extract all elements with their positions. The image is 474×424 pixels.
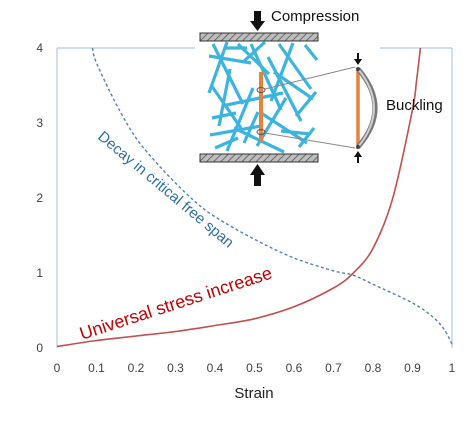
buckling-arrow-bottom (354, 151, 362, 163)
x-tick-label: 0.8 (365, 361, 382, 375)
bottom-platen (199, 153, 319, 163)
connector-line-bottom (264, 132, 356, 149)
x-tick-label: 0.1 (88, 361, 105, 375)
y-tick-label: 1 (36, 266, 43, 280)
contact-point-bottom (256, 129, 266, 135)
y-tick-label: 4 (36, 41, 43, 55)
buckling-label: Buckling (386, 97, 443, 114)
x-tick-label: 0.9 (404, 361, 421, 375)
compression-arrow-top (250, 11, 265, 31)
x-tick-label: 0.3 (167, 361, 184, 375)
contact-point-top (256, 87, 266, 93)
x-tick-labels: 0 0.1 0.2 0.3 0.4 0.5 0.6 0.7 0.8 0.9 1 (54, 361, 456, 375)
buckling-end-top (356, 67, 360, 71)
y-tick-labels: 0 1 2 3 4 (36, 41, 43, 355)
x-tick-label: 0.5 (246, 361, 263, 375)
x-tick-label: 0 (54, 361, 61, 375)
compression-arrow-bottom (250, 164, 265, 186)
y-tick-label: 2 (36, 191, 43, 205)
top-platen (199, 32, 319, 42)
stress-increase-line (56, 47, 422, 348)
buckling-arrow-top (354, 53, 362, 65)
connector-line-top (264, 66, 356, 90)
x-tick-label: 0.4 (207, 361, 224, 375)
buckling-end-bottom (356, 145, 360, 149)
series-layer (56, 47, 453, 348)
compression-inset-illustration (199, 11, 378, 186)
y-tick-label: 3 (36, 116, 43, 130)
x-tick-label: 1 (449, 361, 456, 375)
x-axis-title: Strain (234, 385, 273, 402)
fibre-network (207, 40, 319, 154)
x-tick-label: 0.7 (325, 361, 342, 375)
x-tick-label: 0.2 (128, 361, 145, 375)
x-tick-label: 0.6 (286, 361, 303, 375)
critical-free-span-line (91, 47, 453, 345)
compression-label: Compression (271, 8, 359, 25)
y-tick-label: 0 (36, 341, 43, 355)
